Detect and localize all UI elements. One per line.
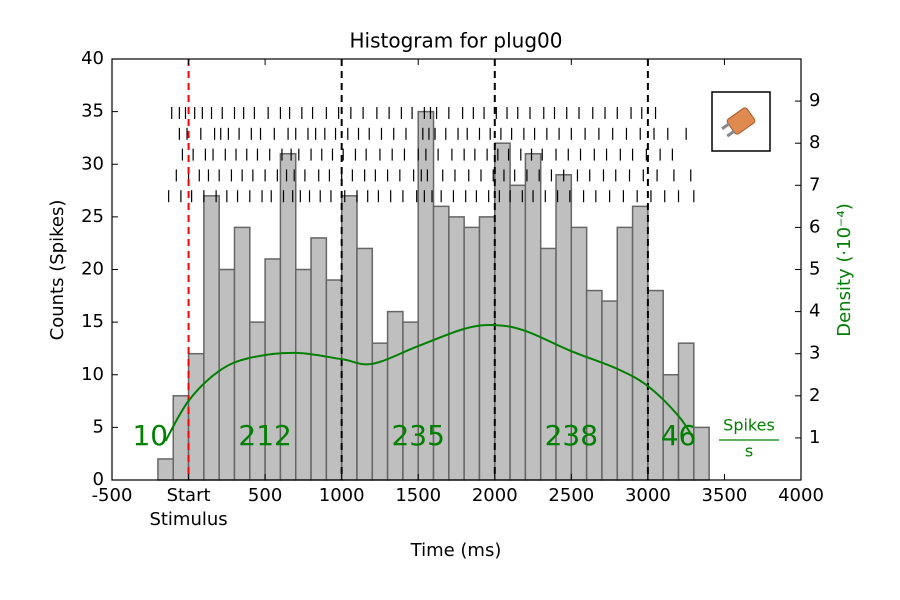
chart-title: Histogram for plug00 — [349, 29, 562, 53]
histogram-bar — [616, 226, 634, 481]
y2-tick-label: 2 — [809, 385, 820, 406]
histogram-bar — [249, 321, 266, 481]
segment-count: 212 — [238, 419, 291, 452]
x-tick-label: 500 — [248, 485, 282, 506]
y2-axis-label: Density (·10⁻⁴) — [834, 203, 855, 337]
x-tick-label: 2000 — [472, 485, 518, 506]
x-tick-label: 1500 — [395, 485, 441, 506]
histogram-bar — [294, 268, 312, 481]
y2-tick-label: 3 — [809, 343, 820, 364]
histogram-bar — [340, 195, 358, 481]
density-unit-denominator: s — [745, 442, 753, 461]
histogram-bar — [524, 152, 542, 481]
x-tick-label: 1000 — [319, 485, 365, 506]
y-tick-label: 20 — [81, 259, 104, 280]
histogram-bar — [157, 458, 174, 481]
histogram-bar — [509, 184, 527, 481]
histogram-bar — [463, 226, 481, 481]
x-tick-label: 4000 — [778, 485, 824, 506]
plug-icon — [711, 91, 771, 152]
y2-tick-label: 1 — [809, 427, 820, 448]
segment-count: 10 — [132, 419, 168, 452]
x-tick-sublabel: Stimulus — [149, 509, 227, 530]
x-tick-label: 2500 — [548, 485, 594, 506]
y-tick-label: 40 — [81, 48, 104, 69]
y2-tick-label: 6 — [809, 216, 820, 237]
histogram-bar — [203, 195, 220, 481]
x-tick-label: -500 — [92, 485, 133, 506]
y-tick-label: 10 — [81, 364, 104, 385]
y2-tick-label: 8 — [809, 132, 820, 153]
segment-count: 235 — [391, 419, 444, 452]
histogram-bar — [402, 321, 419, 481]
histogram-bar — [325, 279, 343, 481]
y2-tick-label: 7 — [809, 174, 820, 195]
histogram-bar — [448, 216, 465, 481]
x-tick-label: Start — [167, 485, 211, 506]
x-tick-label: 3500 — [702, 485, 748, 506]
histogram-bar — [386, 310, 404, 481]
histogram-bar — [218, 268, 236, 481]
y2-tick-label: 9 — [809, 90, 820, 111]
plug-shape — [721, 107, 756, 138]
histogram-bar — [631, 205, 649, 481]
y-tick-label: 25 — [81, 206, 104, 227]
y2-tick-label: 4 — [809, 301, 820, 322]
y-tick-label: 0 — [93, 469, 104, 490]
histogram-bar — [601, 300, 619, 481]
y-tick-label: 5 — [93, 416, 104, 437]
x-axis-label: Time (ms) — [410, 540, 502, 561]
y2-tick-label: 5 — [809, 259, 820, 280]
histogram-bar — [187, 352, 205, 481]
histogram-bar — [310, 237, 328, 481]
histogram-bar — [172, 395, 190, 481]
y-tick-label: 35 — [81, 101, 104, 122]
density-unit-numerator: Spikes — [723, 416, 775, 435]
histogram-bar — [677, 342, 695, 481]
y-axis-label: Counts (Spikes) — [47, 200, 68, 341]
histogram-bar — [478, 216, 496, 481]
y-tick-label: 30 — [81, 153, 104, 174]
x-tick-label: 3000 — [625, 485, 671, 506]
segment-count: 46 — [661, 419, 697, 452]
plug-pin — [721, 122, 731, 131]
density-curve — [164, 323, 695, 442]
plug-body — [726, 107, 756, 135]
plug-pin — [726, 129, 736, 138]
segment-count: 238 — [545, 419, 598, 452]
y-tick-label: 15 — [81, 311, 104, 332]
histogram-bar — [494, 142, 511, 481]
